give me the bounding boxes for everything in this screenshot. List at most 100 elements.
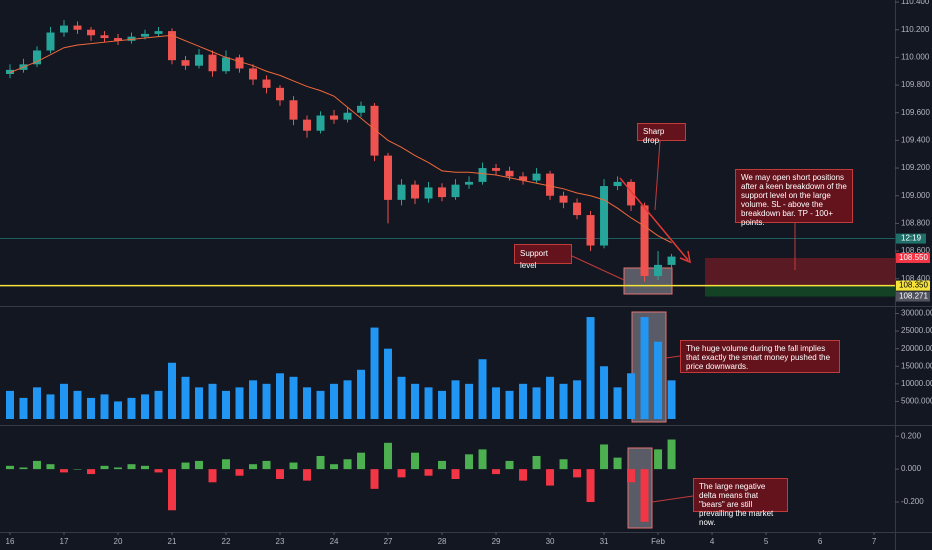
delta-bar [532, 455, 541, 470]
delta-bar [573, 469, 582, 478]
y-tick-label: 110.200 [901, 25, 930, 34]
y-tick-label: 110.000 [901, 53, 930, 62]
x-tick-label: 6 [818, 537, 823, 546]
delta-bar [32, 460, 41, 470]
volume-bar [384, 348, 393, 419]
candle-body [141, 33, 150, 37]
candle-body [168, 31, 177, 61]
volume-bar [127, 397, 136, 419]
y-tick-label: 108.800 [901, 218, 930, 227]
callout-pointer [654, 140, 661, 211]
candle-body [154, 31, 163, 34]
x-tick-label: 30 [546, 537, 555, 546]
candle-body [330, 115, 339, 120]
y-tick-label: 25000.000 [901, 326, 932, 335]
delta-bar [141, 465, 150, 470]
y-tick-label: 0.000 [901, 464, 922, 473]
volume-bar [303, 387, 312, 419]
y-tick-label: 108.600 [901, 246, 930, 255]
candle-body [478, 168, 487, 182]
y-tick-label: 5000.000 [901, 397, 932, 406]
volume-bar [168, 362, 177, 419]
volume-bar [154, 390, 163, 419]
candle-body [73, 25, 82, 30]
delta-bar [586, 469, 595, 503]
x-tick-label: 4 [710, 537, 715, 546]
candle-body [546, 173, 555, 196]
delta-bar [424, 469, 433, 476]
level-label-bg [896, 280, 930, 291]
volume-bar [343, 380, 352, 419]
volume-bar [262, 383, 271, 419]
delta-bar [519, 469, 528, 481]
volume-bar [208, 383, 217, 419]
level-label-bg [896, 291, 930, 302]
delta-bar [113, 467, 122, 470]
candle-body [127, 36, 136, 41]
delta-bar [154, 469, 163, 473]
candle-body [667, 256, 676, 265]
volume-bar [249, 380, 258, 419]
x-tick-label: Feb [651, 537, 665, 546]
x-tick-label: 20 [114, 537, 123, 546]
candle-body [262, 79, 271, 88]
candle-body [235, 57, 244, 69]
volume-bar [397, 376, 406, 419]
delta-bar [478, 449, 487, 470]
candle-body [505, 170, 514, 177]
arrow-head [679, 250, 691, 264]
delta-bar [262, 460, 271, 470]
volume-bar [546, 376, 555, 419]
volume-bar [559, 383, 568, 419]
y-tick-label: 15000.000 [901, 361, 932, 370]
candle-body [384, 155, 393, 200]
volume-bar [222, 390, 231, 419]
delta-bar [627, 469, 636, 483]
delta-bar [208, 469, 217, 483]
candle-body [492, 168, 501, 171]
volume-bar [451, 380, 460, 419]
delta-bar [546, 469, 555, 486]
delta-bar [438, 460, 447, 470]
x-tick-label: 31 [600, 537, 609, 546]
x-tick-label: 16 [6, 537, 15, 546]
y-tick-label: 109.800 [901, 80, 930, 89]
candle-body [181, 60, 190, 66]
y-tick-label: 109.400 [901, 136, 930, 145]
volume-bar [357, 369, 366, 419]
delta-bar [640, 469, 649, 522]
volume-bar [667, 380, 676, 419]
x-tick-label: 24 [330, 537, 339, 546]
level-label-bg [896, 252, 930, 263]
level-label: 108.271 [899, 292, 928, 301]
candle-body [654, 264, 663, 276]
volume-bar [600, 366, 609, 419]
x-tick-label: 22 [222, 537, 231, 546]
y-tick-label: 109.600 [901, 108, 930, 117]
candle-body [586, 215, 595, 246]
delta-bar [86, 469, 95, 475]
candle-body [289, 100, 298, 120]
volume-bar [613, 387, 622, 419]
delta-bar [357, 452, 366, 470]
stop-zone [705, 257, 895, 286]
volume-bar [141, 394, 150, 419]
delta-bar [600, 444, 609, 470]
volume-bar [59, 383, 68, 419]
y-tick-label: 108.400 [901, 274, 930, 283]
volume-bar [627, 373, 636, 419]
level-label: 108.350 [899, 281, 928, 290]
candle-body [613, 181, 622, 187]
volume-bar [330, 383, 339, 419]
delta-bar [235, 469, 244, 476]
volume-bar [519, 383, 528, 419]
annotation: The large negative delta means that "bea… [693, 478, 788, 527]
candle-body [600, 186, 609, 246]
volume-bar [32, 387, 41, 419]
x-tick-label: 7 [872, 537, 877, 546]
volume-bar [19, 397, 28, 419]
delta-bar [289, 462, 298, 470]
delta-bar [667, 439, 676, 470]
price-label: 12:19 [901, 234, 922, 243]
